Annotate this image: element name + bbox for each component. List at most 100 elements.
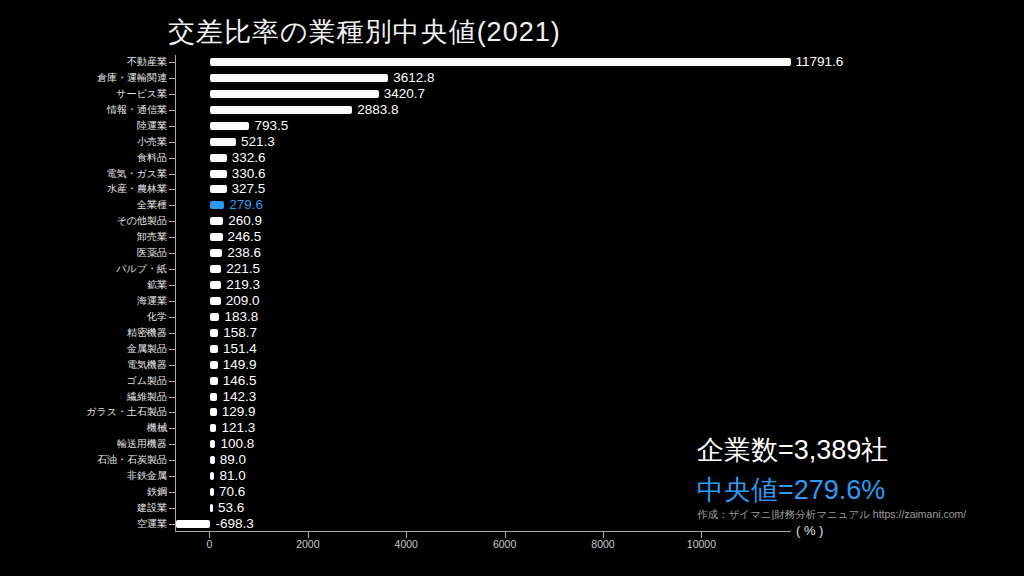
x-axis-tick-label: 4000 <box>395 538 418 550</box>
category-label: 電気機器 <box>0 359 167 371</box>
value-label: 279.6 <box>229 197 263 213</box>
y-axis-tick <box>169 94 176 95</box>
category-label: 医薬品 <box>0 247 167 259</box>
category-label: 化学 <box>0 311 167 323</box>
category-label: 陸運業 <box>0 120 167 132</box>
value-label: 209.0 <box>226 293 260 309</box>
category-label: サービス業 <box>0 88 167 100</box>
y-axis-tick <box>169 253 176 254</box>
bar <box>210 249 222 257</box>
y-axis-tick <box>169 110 176 111</box>
category-label: ガラス・土石製品 <box>0 406 167 418</box>
bar <box>210 122 249 130</box>
category-label: 非鉄金属 <box>0 470 167 482</box>
y-axis-tick <box>169 492 176 493</box>
bar <box>210 345 217 353</box>
bar <box>210 440 215 448</box>
y-axis-tick <box>169 333 176 334</box>
bar <box>210 504 213 512</box>
value-label: 11791.6 <box>796 54 844 70</box>
value-label: 3612.8 <box>393 70 434 86</box>
value-label: 219.3 <box>226 277 260 293</box>
value-label: 100.8 <box>220 436 254 452</box>
value-label: 149.9 <box>223 357 257 373</box>
bar <box>210 58 790 66</box>
category-label: 電気・ガス業 <box>0 168 167 180</box>
category-label: 建設業 <box>0 502 167 514</box>
value-label: 260.9 <box>228 213 262 229</box>
value-label: 53.6 <box>218 500 244 516</box>
bar <box>210 281 221 289</box>
x-axis-tick-label: 6000 <box>493 538 516 550</box>
category-label: ゴム製品 <box>0 375 167 387</box>
y-axis-tick <box>169 221 176 222</box>
value-label: 221.5 <box>226 261 260 277</box>
y-axis-tick <box>169 205 176 206</box>
x-axis-tick-label: 2000 <box>296 538 319 550</box>
category-label: その他製品 <box>0 215 167 227</box>
y-axis-tick <box>169 412 176 413</box>
value-label: 70.6 <box>219 484 245 500</box>
bar <box>210 154 226 162</box>
y-axis-tick <box>169 301 176 302</box>
value-label: 2883.8 <box>357 102 398 118</box>
bar <box>210 313 219 321</box>
value-label: 151.4 <box>223 341 257 357</box>
y-axis-tick <box>169 269 176 270</box>
value-label: 183.8 <box>224 309 258 325</box>
y-axis-tick <box>169 237 176 238</box>
value-label: 238.6 <box>227 245 261 261</box>
value-label: 793.5 <box>254 118 288 134</box>
value-label: 246.5 <box>228 229 262 245</box>
category-label: パルプ・紙 <box>0 263 167 275</box>
y-axis-tick <box>169 285 176 286</box>
value-label: 521.3 <box>241 134 275 150</box>
x-axis-unit-label: ( % ) <box>796 523 823 538</box>
chart-title: 交差比率の業種別中央値(2021) <box>168 14 561 50</box>
bar <box>210 408 216 416</box>
category-label: 鉄鋼 <box>0 486 167 498</box>
category-label: 卸売業 <box>0 231 167 243</box>
category-label: 食料品 <box>0 152 167 164</box>
chart-canvas: 交差比率の業種別中央値(2021) 11791.63612.83420.7288… <box>0 0 1024 576</box>
value-label: 129.9 <box>222 404 256 420</box>
value-label: 158.7 <box>223 325 257 341</box>
bar <box>210 106 352 114</box>
category-label: 小売業 <box>0 136 167 148</box>
category-label: 繊維製品 <box>0 391 167 403</box>
bar <box>210 217 223 225</box>
category-label: 機械 <box>0 422 167 434</box>
value-label: 89.0 <box>220 452 246 468</box>
y-axis-tick <box>169 189 176 190</box>
y-axis-tick <box>169 524 176 525</box>
bar <box>176 520 210 528</box>
y-axis-tick <box>169 508 176 509</box>
value-label: 330.6 <box>232 166 266 182</box>
bar <box>210 424 216 432</box>
value-label: 81.0 <box>219 468 245 484</box>
y-axis-tick <box>169 365 176 366</box>
category-label: 不動産業 <box>0 56 167 68</box>
category-label: 情報・通信業 <box>0 104 167 116</box>
y-axis-tick <box>169 460 176 461</box>
x-axis-tick-label: 0 <box>207 538 213 550</box>
bar-highlight <box>210 201 224 209</box>
category-label: 空運業 <box>0 518 167 530</box>
x-axis-tick-label: 8000 <box>591 538 614 550</box>
bar <box>210 393 217 401</box>
bar <box>210 185 226 193</box>
bar <box>210 377 217 385</box>
y-axis-tick <box>169 126 176 127</box>
category-label: 水産・農林業 <box>0 183 167 195</box>
category-label: 全業種 <box>0 199 167 211</box>
y-axis-tick <box>169 62 176 63</box>
bar <box>210 265 221 273</box>
value-label: 332.6 <box>232 150 266 166</box>
y-axis-tick <box>169 174 176 175</box>
y-axis-tick <box>169 78 176 79</box>
y-axis-tick <box>169 349 176 350</box>
value-label: 121.3 <box>221 420 255 436</box>
category-label: 石油・石炭製品 <box>0 454 167 466</box>
category-label: 倉庫・運輸関連 <box>0 72 167 84</box>
category-label: 海運業 <box>0 295 167 307</box>
